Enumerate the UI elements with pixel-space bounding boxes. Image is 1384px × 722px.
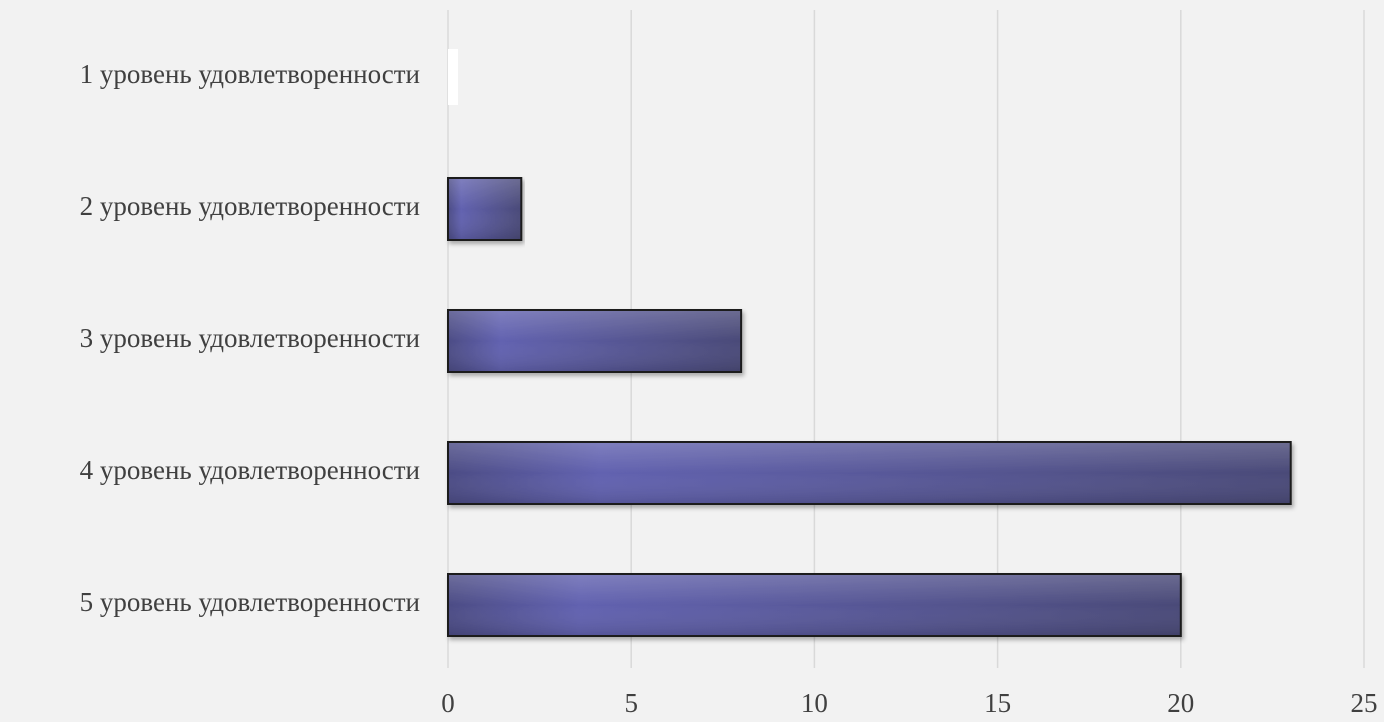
category-label-5: 5 уровень удовлетворенности: [80, 587, 420, 617]
category-label-4: 4 уровень удовлетворенности: [80, 455, 420, 485]
x-tick-label-0: 0: [441, 688, 455, 718]
bar-shine-2: [449, 179, 521, 239]
gridlines: [447, 10, 1365, 668]
category-labels: 1 уровень удовлетворенности 2 уровень удо…: [80, 59, 420, 617]
x-tick-label-5: 5: [624, 688, 638, 718]
bar-4: [447, 441, 1292, 505]
x-tick-label-10: 10: [801, 688, 828, 718]
x-axis-ticks: 0 5 10 15 20 25: [441, 688, 1377, 718]
x-tick-label-20: 20: [1167, 688, 1194, 718]
bar-shine-4: [449, 443, 1290, 503]
x-tick-label-25: 25: [1351, 688, 1378, 718]
bar-2: [447, 177, 523, 241]
bar-shine-5: [449, 575, 1180, 635]
bars: [447, 49, 1292, 637]
bar-3: [447, 309, 743, 373]
bar-shine-3: [449, 311, 741, 371]
category-label-3: 3 уровень удовлетворенности: [80, 323, 420, 353]
category-label-1: 1 уровень удовлетворенности: [80, 59, 420, 89]
bar-1: [448, 49, 458, 105]
category-label-2: 2 уровень удовлетворенности: [80, 191, 420, 221]
bar-5: [447, 573, 1182, 637]
x-tick-label-15: 15: [984, 688, 1011, 718]
